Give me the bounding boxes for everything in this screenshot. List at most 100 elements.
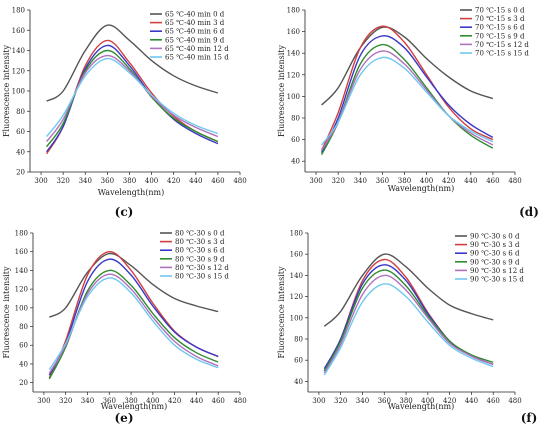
x-tick-label: 400	[420, 177, 433, 185]
panel-label: (f)	[521, 411, 538, 425]
y-tick-label: 160	[12, 27, 25, 35]
x-tick-label: 300	[37, 397, 50, 405]
y-tick-label: 100	[15, 304, 28, 312]
y-tick-label: 20	[19, 379, 28, 387]
chart-d-svg: 300 320 340 360 380 400 420 440 460 480 40 60 80 100 1…	[277, 7, 539, 220]
x-tick-label: 380	[399, 397, 412, 405]
legend-label: 65 ℃-40 min 12 d	[165, 45, 229, 53]
x-tick-label: 440	[464, 177, 477, 185]
chart-panel-e: 300 320 340 360 380 400 420 440 460 480 20 40 60 80 10…	[0, 225, 275, 431]
y-axis-label: Fluorescence intensity	[277, 266, 286, 359]
series-line-c-4	[46, 54, 219, 143]
series-line-c-0	[46, 24, 219, 102]
y-tick-label: 40	[294, 378, 303, 386]
y-tick-label: 100	[290, 314, 303, 322]
chart-panel-c: 300 320 340 360 380 400 420 440 460 480 20 40 60 80 10…	[0, 0, 275, 225]
chart-c-svg: 300 320 340 360 380 400 420 440 460 480 20 40 60 80 10…	[2, 7, 247, 220]
y-tick-label: 60	[19, 342, 28, 350]
x-tick-label: 400	[146, 397, 159, 405]
x-tick-label: 420	[442, 177, 455, 185]
x-tick-label: 300	[34, 177, 47, 185]
series-line-d-0	[321, 26, 494, 106]
legend-label: 65 ℃-40 min 6 d	[165, 28, 225, 36]
x-tick-label: 300	[309, 177, 322, 185]
legend-label: 90 ℃-30 s 15 d	[470, 276, 524, 284]
y-axis-label: Fluorescence intensity	[2, 266, 11, 359]
y-tick-label: 80	[19, 323, 28, 331]
x-tick-label: 420	[443, 397, 456, 405]
series-line-d-5	[321, 56, 494, 146]
x-tick-label: 320	[334, 397, 347, 405]
y-tick-label: 160	[287, 28, 300, 36]
x-axis-label: Wavelength(nm)	[388, 402, 454, 411]
y-tick-label: 40	[291, 158, 300, 166]
x-tick-label: 480	[508, 397, 521, 405]
legend-label: 70 ℃-15 s 9 d	[475, 32, 525, 40]
series-line-e-2	[48, 258, 219, 376]
legend-label: 65 ℃-40 min 9 d	[165, 36, 225, 44]
series-line-f-4	[323, 274, 494, 374]
x-tick-label: 380	[124, 397, 137, 405]
x-tick-label: 340	[81, 397, 94, 405]
y-tick-label: 80	[291, 115, 300, 123]
x-tick-label: 320	[59, 397, 72, 405]
y-tick-label: 40	[19, 360, 28, 368]
legend-label: 80 ℃-30 s 9 d	[175, 255, 225, 263]
x-tick-label: 360	[101, 177, 114, 185]
y-tick-label: 60	[294, 357, 303, 365]
legend-label: 65 ℃-40 min 0 d	[165, 11, 225, 19]
legend-label: 70 ℃-15 s 3 d	[475, 15, 525, 23]
x-tick-label: 480	[233, 397, 246, 405]
x-axis-label: Wavelength(nm)	[101, 402, 167, 411]
series-line-e-0	[48, 252, 219, 318]
chart-f-svg: 300 320 340 360 380 400 420 440 460 480 40 60 80 100 1…	[277, 230, 538, 426]
legend-label: 80 ℃-30 s 0 d	[175, 230, 225, 238]
y-axis-label: Fluorescence intensity	[277, 44, 286, 137]
legend-label: 80 ℃-30 s 15 d	[175, 273, 229, 281]
y-axis-label: Fluorescence intensity	[2, 44, 11, 137]
x-tick-label: 420	[168, 397, 181, 405]
x-tick-label: 460	[211, 177, 224, 185]
x-tick-label: 380	[123, 177, 136, 185]
legend-label: 90 ℃-30 s 9 d	[470, 258, 520, 266]
x-tick-label: 300	[312, 397, 325, 405]
y-tick-label: 100	[12, 88, 25, 96]
x-tick-label: 340	[354, 177, 367, 185]
y-tick-label: 160	[290, 251, 303, 259]
y-tick-label: 120	[287, 71, 300, 79]
x-tick-label: 460	[487, 397, 500, 405]
x-tick-label: 360	[378, 397, 391, 405]
panel-label: (d)	[519, 205, 539, 219]
series-line-f-3	[323, 269, 494, 372]
x-tick-label: 460	[486, 177, 499, 185]
series-line-f-0	[323, 253, 494, 327]
y-tick-label: 80	[16, 108, 25, 116]
x-tick-label: 360	[103, 397, 116, 405]
chart-panel-d: 300 320 340 360 380 400 420 440 460 480 40 60 80 100 1…	[275, 0, 550, 225]
y-tick-label: 140	[290, 272, 303, 280]
y-tick-label: 180	[12, 7, 25, 15]
y-tick-label: 120	[15, 286, 28, 294]
panel-label: (e)	[115, 411, 134, 425]
legend-label: 90 ℃-30 s 0 d	[470, 233, 520, 241]
x-tick-label: 400	[145, 177, 158, 185]
y-tick-label: 180	[15, 230, 28, 238]
x-tick-label: 380	[398, 177, 411, 185]
chart-panel-f: 300 320 340 360 380 400 420 440 460 480 40 60 80 100 1…	[275, 225, 550, 431]
x-tick-label: 340	[356, 397, 369, 405]
panel-label: (c)	[115, 205, 134, 219]
x-tick-label: 340	[79, 177, 92, 185]
legend-label: 80 ℃-30 s 6 d	[175, 247, 225, 255]
x-tick-label: 440	[189, 177, 202, 185]
legend-label: 90 ℃-30 s 6 d	[470, 250, 520, 258]
x-tick-label: 420	[167, 177, 180, 185]
legend-label: 65 ℃-40 min 15 d	[165, 54, 229, 62]
y-tick-label: 60	[16, 128, 25, 136]
x-tick-label: 440	[465, 397, 478, 405]
y-tick-label: 120	[12, 67, 25, 75]
y-tick-label: 80	[294, 336, 303, 344]
x-tick-label: 460	[212, 397, 225, 405]
y-tick-label: 40	[16, 148, 25, 156]
y-tick-label: 140	[287, 50, 300, 58]
series-line-c-3	[46, 49, 219, 148]
